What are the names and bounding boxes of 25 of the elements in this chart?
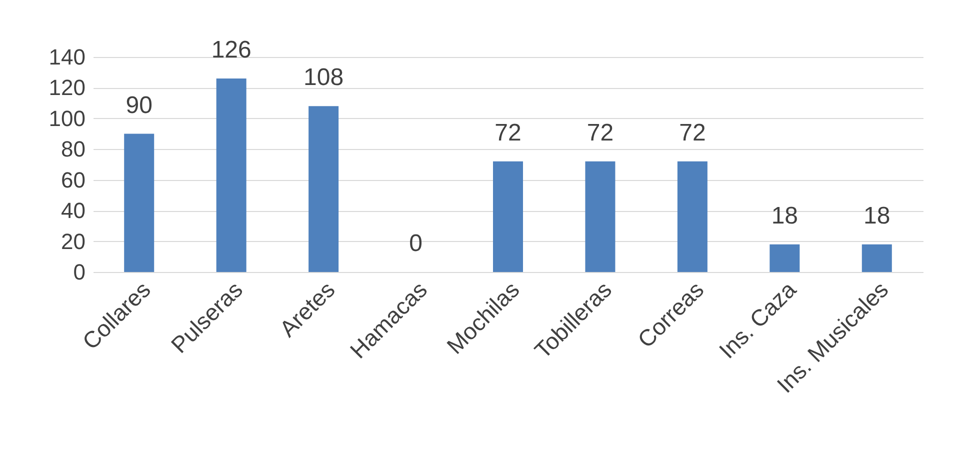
bar — [770, 244, 800, 272]
bar — [308, 106, 339, 272]
bar — [216, 78, 246, 272]
bar — [862, 244, 892, 272]
y-tick-label: 140 — [48, 44, 86, 70]
data-label: 126 — [211, 36, 252, 64]
bar — [493, 161, 523, 272]
data-label: 72 — [679, 119, 706, 146]
data-label: 108 — [304, 64, 344, 92]
bar — [585, 161, 616, 272]
y-tick-label: 60 — [61, 167, 86, 192]
data-label: 72 — [586, 119, 614, 146]
y-tick-label: 20 — [61, 228, 86, 254]
bar — [124, 134, 154, 272]
data-label: 0 — [409, 230, 422, 257]
y-tick-label: 120 — [48, 75, 86, 100]
data-label: 18 — [864, 202, 890, 230]
y-tick-label: 80 — [61, 136, 86, 162]
data-label: 90 — [126, 92, 152, 119]
y-tick-label: 40 — [61, 198, 86, 224]
bar — [677, 161, 708, 272]
y-tick-label: 0 — [73, 260, 86, 284]
data-label: 18 — [771, 202, 798, 230]
y-tick-label: 100 — [48, 106, 86, 131]
data-label: 72 — [494, 119, 522, 146]
